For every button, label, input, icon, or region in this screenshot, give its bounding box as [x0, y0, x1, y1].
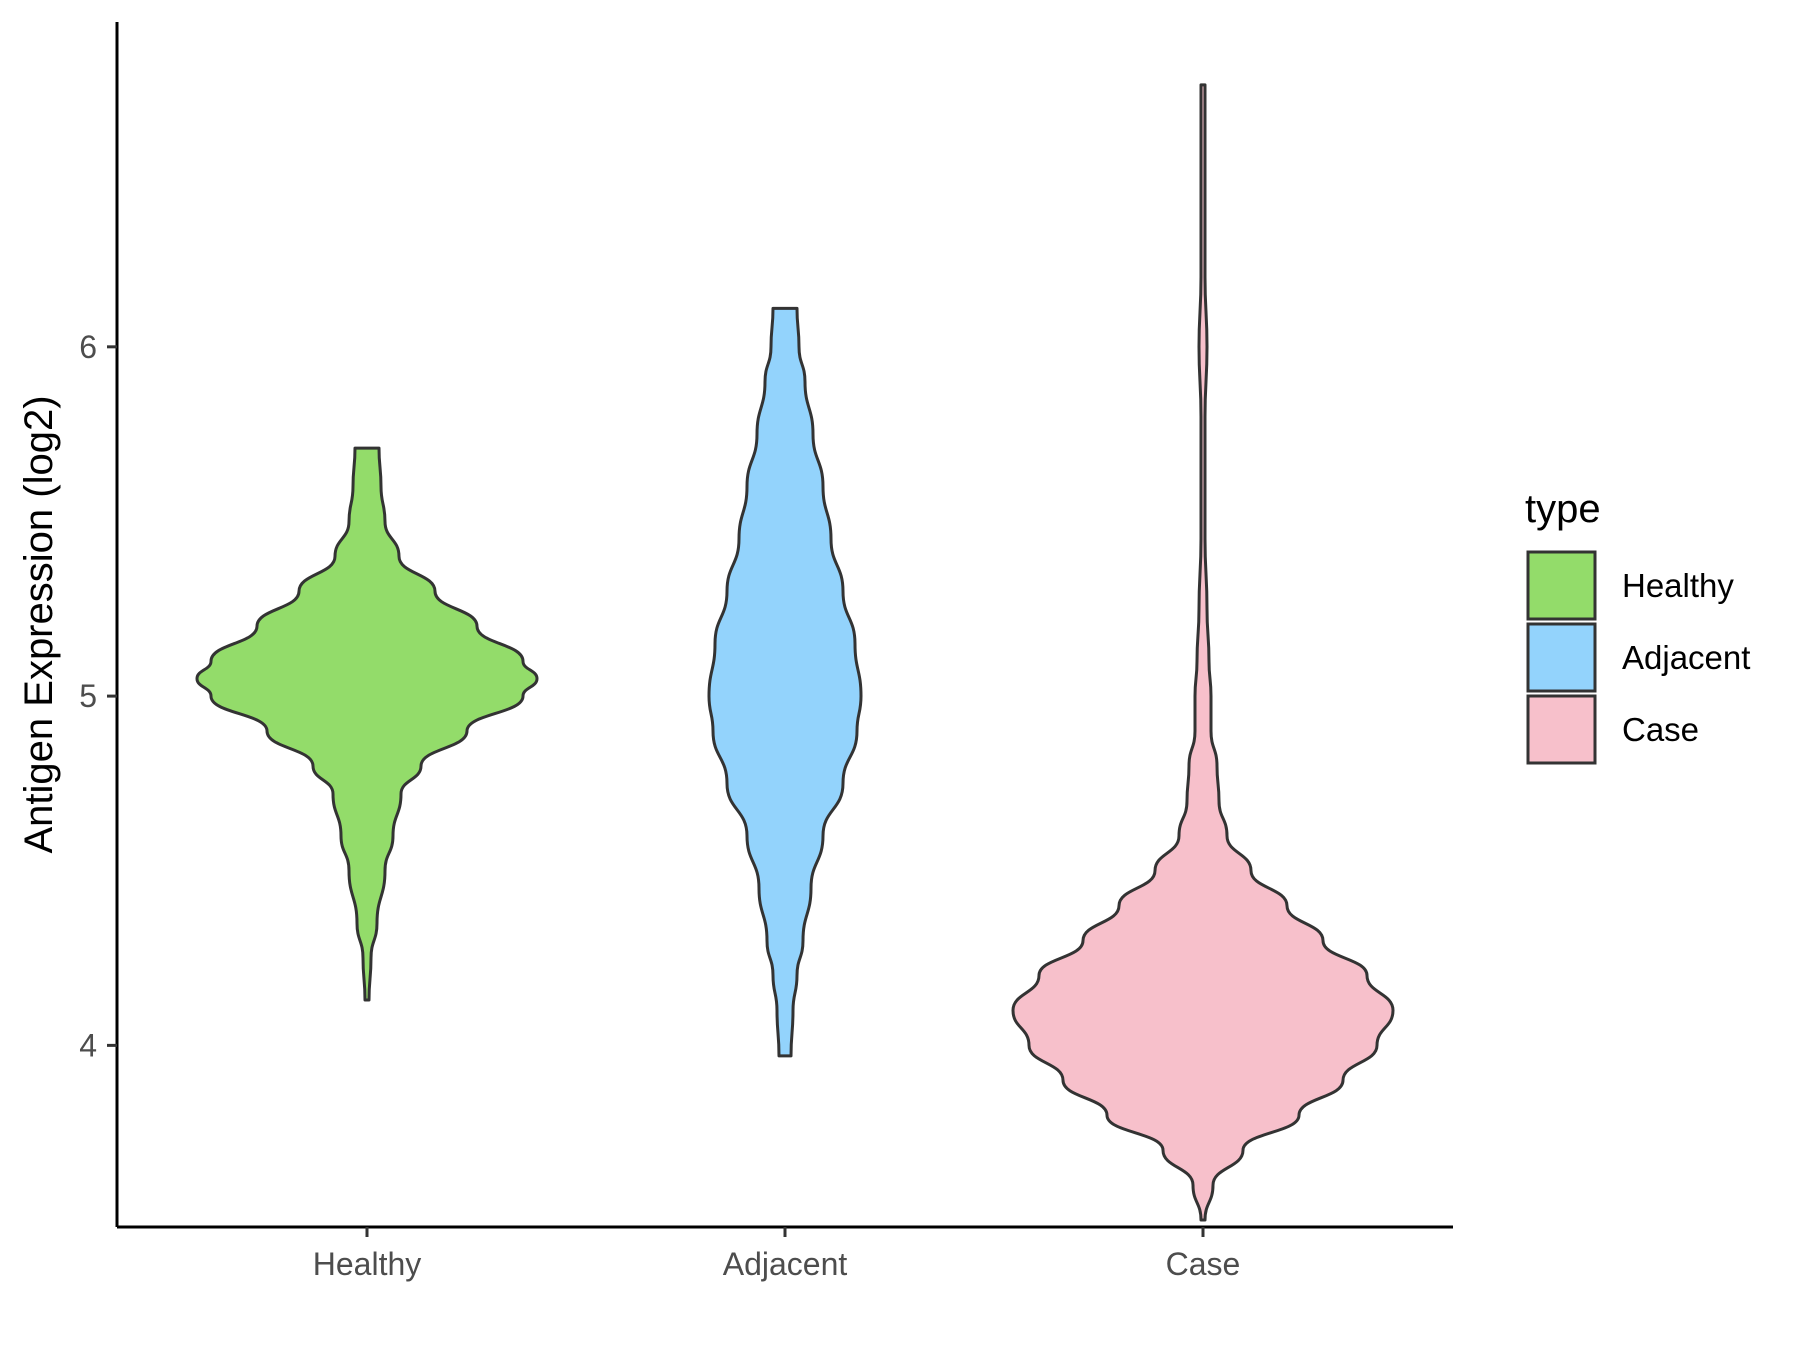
violin-adjacent	[707, 306, 863, 1058]
y-tick-label: 4	[79, 1027, 97, 1063]
legend-item-adjacent: Adjacent	[1526, 622, 1750, 693]
y-axis-title: Antigen Expression (log2)	[17, 395, 61, 853]
legend-item-case: Case	[1526, 694, 1699, 765]
x-tick-label-adjacent: Adjacent	[723, 1246, 848, 1282]
legend-swatch-adjacent	[1526, 622, 1597, 693]
axes: 4 5 6 Healthy Adjacent Case Antigen Expressi…	[17, 22, 1453, 1282]
legend-label-case: Case	[1622, 711, 1699, 748]
violin-layer	[195, 83, 1395, 1222]
legend: type Healthy Adjacent Case	[1525, 487, 1750, 765]
legend-title: type	[1525, 487, 1601, 531]
legend-label-healthy: Healthy	[1622, 567, 1734, 604]
y-tick-label: 6	[79, 329, 97, 365]
legend-entries: Healthy Adjacent Case	[1526, 550, 1750, 765]
y-tick-label: 5	[79, 678, 97, 714]
x-ticks: Healthy Adjacent Case	[313, 1227, 1241, 1282]
x-tick-label-case: Case	[1166, 1246, 1241, 1282]
legend-swatch-case	[1526, 694, 1597, 765]
x-tick-label-healthy: Healthy	[313, 1246, 422, 1282]
violin-case	[1011, 83, 1395, 1222]
legend-item-healthy: Healthy	[1526, 550, 1734, 621]
legend-swatch-healthy	[1526, 550, 1597, 621]
legend-label-adjacent: Adjacent	[1622, 639, 1750, 676]
violin-healthy	[195, 446, 539, 1002]
y-ticks: 4 5 6	[79, 329, 117, 1063]
